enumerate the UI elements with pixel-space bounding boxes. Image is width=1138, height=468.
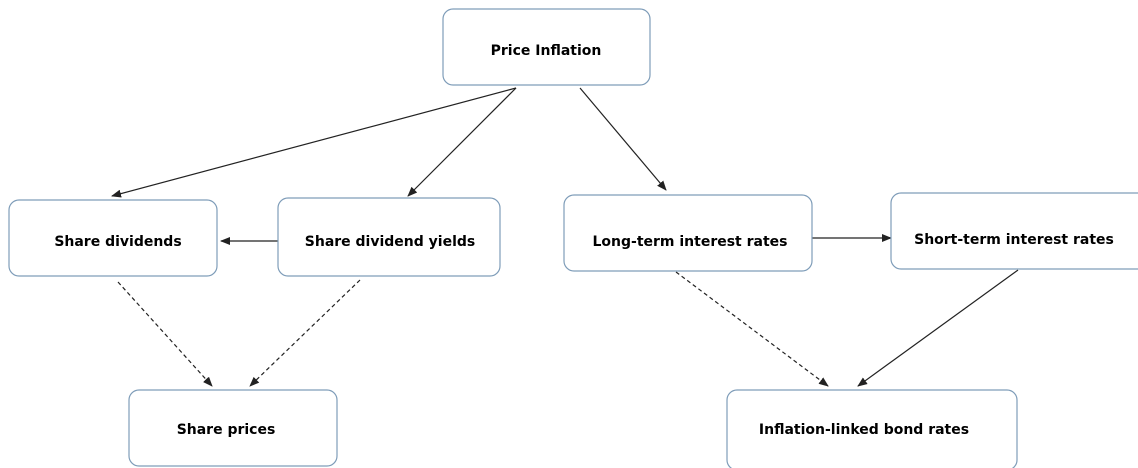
node-label: Share dividend yields [305, 234, 475, 250]
node-label: Short-term interest rates [914, 232, 1114, 248]
edge [117, 281, 213, 387]
node-box [277, 197, 501, 277]
node-label: Long-term interest rates [592, 234, 787, 250]
node-label: Price Inflation [491, 43, 602, 59]
edge [579, 87, 667, 191]
node-box [8, 199, 218, 277]
edge [407, 87, 517, 197]
node-box [890, 192, 1138, 270]
node-label: Share prices [177, 422, 276, 438]
node-box [726, 389, 1018, 468]
node-label: Share dividends [54, 234, 181, 250]
edge [249, 279, 361, 387]
edge [675, 271, 829, 387]
edge [857, 269, 1019, 387]
node-box [128, 389, 338, 467]
node-box [563, 194, 813, 272]
edges [111, 87, 1019, 387]
edge [111, 87, 517, 198]
nodes: Price Inflation Share dividends Share di… [8, 8, 1138, 468]
node-box [442, 8, 651, 86]
node-label: Inflation-linked bond rates [759, 422, 969, 438]
